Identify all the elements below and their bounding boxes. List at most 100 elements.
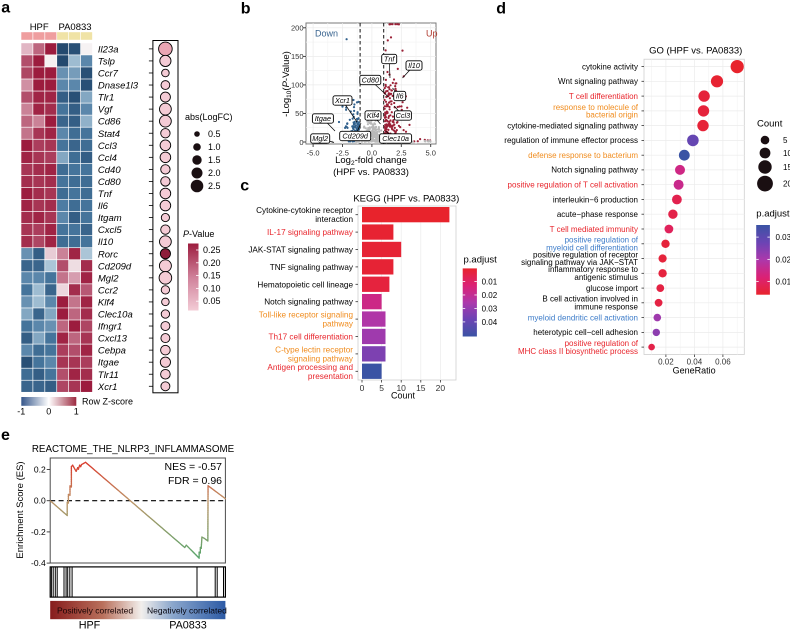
svg-text:Notch signaling pathway: Notch signaling pathway <box>264 298 354 307</box>
svg-text:Cebpa: Cebpa <box>98 346 126 357</box>
svg-text:Xcr1: Xcr1 <box>97 382 118 393</box>
svg-text:GO (HPF vs. PA0833): GO (HPF vs. PA0833) <box>649 45 742 56</box>
svg-text:Hematopoietic cell lineage: Hematopoietic cell lineage <box>257 280 353 289</box>
svg-text:Stat4: Stat4 <box>98 129 120 140</box>
svg-text:0.03: 0.03 <box>482 304 498 313</box>
svg-text:Klf4: Klf4 <box>367 111 380 120</box>
svg-text:Dnase1l3: Dnase1l3 <box>98 81 139 92</box>
svg-text:Enrichment Score (ES): Enrichment Score (ES) <box>15 461 26 558</box>
svg-text:defense response to bacterium: defense response to bacterium <box>528 151 638 160</box>
svg-text:Ccr2: Ccr2 <box>98 285 119 296</box>
svg-text:5: 5 <box>379 383 384 393</box>
svg-text:0: 0 <box>299 138 303 147</box>
svg-text:Ccl3: Ccl3 <box>396 111 411 120</box>
svg-text:-0.2: -0.2 <box>31 527 46 537</box>
svg-text:Th17 cell differentiation: Th17 cell differentiation <box>268 333 353 342</box>
svg-text:Il23a: Il23a <box>98 44 119 55</box>
svg-text:Il10: Il10 <box>98 237 114 248</box>
svg-text:Down: Down <box>315 29 338 39</box>
svg-text:cytokine activity: cytokine activity <box>582 62 638 71</box>
svg-text:Cd209d: Cd209d <box>342 132 369 141</box>
svg-text:Cxcl13: Cxcl13 <box>98 334 128 345</box>
svg-text:0.2: 0.2 <box>34 465 46 475</box>
svg-text:regulation of immune effector: regulation of immune effector process <box>504 136 638 145</box>
svg-text:1.0: 1.0 <box>208 142 221 152</box>
svg-text:presentation: presentation <box>308 372 354 381</box>
svg-text:Mgl2: Mgl2 <box>312 134 328 143</box>
svg-text:Itgam: Itgam <box>98 213 122 224</box>
svg-text:Negatively correlated: Negatively correlated <box>147 605 227 615</box>
svg-text:15: 15 <box>416 383 426 393</box>
svg-text:Notch signaling pathway: Notch signaling pathway <box>551 166 638 175</box>
svg-text:HPF: HPF <box>30 22 49 33</box>
svg-text:Tlr11: Tlr11 <box>98 370 119 381</box>
svg-text:myeloid dendritic cell activat: myeloid dendritic cell activation <box>528 313 638 322</box>
svg-text:0.01: 0.01 <box>482 278 498 287</box>
svg-text:P-Value: P-Value <box>183 229 214 239</box>
svg-text:0.02: 0.02 <box>482 291 498 300</box>
svg-text:p.adjust: p.adjust <box>756 208 790 219</box>
svg-text:0.04: 0.04 <box>482 318 498 327</box>
svg-text:150: 150 <box>291 52 304 61</box>
svg-text:Clec10a: Clec10a <box>382 134 409 143</box>
svg-text:0: 0 <box>46 407 51 417</box>
svg-text:HPF: HPF <box>79 620 101 632</box>
svg-text:Clec10a: Clec10a <box>98 310 133 321</box>
svg-text:Il6: Il6 <box>396 92 405 101</box>
svg-text:0.5: 0.5 <box>208 129 221 139</box>
svg-text:0: 0 <box>360 383 365 393</box>
svg-text:pathway: pathway <box>323 320 354 329</box>
svg-text:5: 5 <box>783 136 788 145</box>
svg-text:C-type lectin receptor: C-type lectin receptor <box>275 345 353 354</box>
svg-text:Tlr1: Tlr1 <box>98 93 114 104</box>
svg-text:Wnt signaling pathway: Wnt signaling pathway <box>558 77 638 86</box>
svg-text:JAK-STAT signaling pathway: JAK-STAT signaling pathway <box>248 246 354 255</box>
svg-text:Log2-fold change: Log2-fold change <box>335 155 407 167</box>
svg-text:-0.4: -0.4 <box>31 558 46 568</box>
svg-text:Il6: Il6 <box>98 201 109 212</box>
svg-text:2.0: 2.0 <box>208 168 221 178</box>
svg-text:2.5: 2.5 <box>208 181 221 191</box>
svg-text:Xcr1: Xcr1 <box>334 96 350 105</box>
svg-text:IL-17 signaling pathway: IL-17 signaling pathway <box>267 228 354 237</box>
svg-text:Itgae: Itgae <box>98 358 119 369</box>
svg-text:c: c <box>240 177 249 194</box>
svg-text:0.0: 0.0 <box>34 496 46 506</box>
svg-text:Cytokine-cytokine receptor: Cytokine-cytokine receptor <box>256 206 353 215</box>
svg-text:d: d <box>496 0 506 17</box>
svg-text:20: 20 <box>436 383 446 393</box>
svg-text:immune response: immune response <box>574 303 638 312</box>
svg-text:Itgae: Itgae <box>315 114 331 123</box>
svg-text:Tnf: Tnf <box>98 189 113 200</box>
svg-text:Klf4: Klf4 <box>98 298 114 309</box>
svg-text:10: 10 <box>783 149 790 158</box>
svg-text:Cxcl5: Cxcl5 <box>98 225 122 236</box>
svg-text:Vgf: Vgf <box>98 105 114 116</box>
svg-text:p.adjust: p.adjust <box>464 254 498 265</box>
svg-text:Count: Count <box>757 118 783 129</box>
svg-text:200: 200 <box>291 24 304 33</box>
svg-text:cytokine-mediated signaling pa: cytokine-mediated signaling pathway <box>507 121 638 130</box>
svg-text:antigenic stimulus: antigenic stimulus <box>574 273 638 282</box>
svg-text:Ccl3: Ccl3 <box>98 141 118 152</box>
svg-text:interaction: interaction <box>315 215 353 224</box>
svg-text:b: b <box>241 0 251 17</box>
svg-text:0.25: 0.25 <box>203 245 221 255</box>
svg-text:Positively correlated: Positively correlated <box>57 605 133 615</box>
svg-text:(HPF vs. PA0833): (HPF vs. PA0833) <box>333 167 409 178</box>
svg-text:Up: Up <box>426 29 438 39</box>
svg-text:GeneRatio: GeneRatio <box>673 366 716 376</box>
svg-text:Tslp: Tslp <box>98 57 115 68</box>
svg-text:glucose import: glucose import <box>586 284 639 293</box>
svg-text:Cd40: Cd40 <box>98 165 121 176</box>
svg-text:0.15: 0.15 <box>203 271 221 281</box>
svg-text:Antigen processing and: Antigen processing and <box>267 363 353 372</box>
svg-text:heterotypic cell−cell adhesion: heterotypic cell−cell adhesion <box>533 328 638 337</box>
svg-text:interleukin−6 production: interleukin−6 production <box>553 195 638 204</box>
svg-text:bacterial origin: bacterial origin <box>586 111 638 120</box>
svg-text:Mgl2: Mgl2 <box>98 273 119 284</box>
svg-text:PA0833: PA0833 <box>169 620 207 632</box>
svg-text:Cd209d: Cd209d <box>98 261 132 272</box>
svg-text:Cd86: Cd86 <box>98 117 121 128</box>
svg-text:0.10: 0.10 <box>203 283 221 293</box>
